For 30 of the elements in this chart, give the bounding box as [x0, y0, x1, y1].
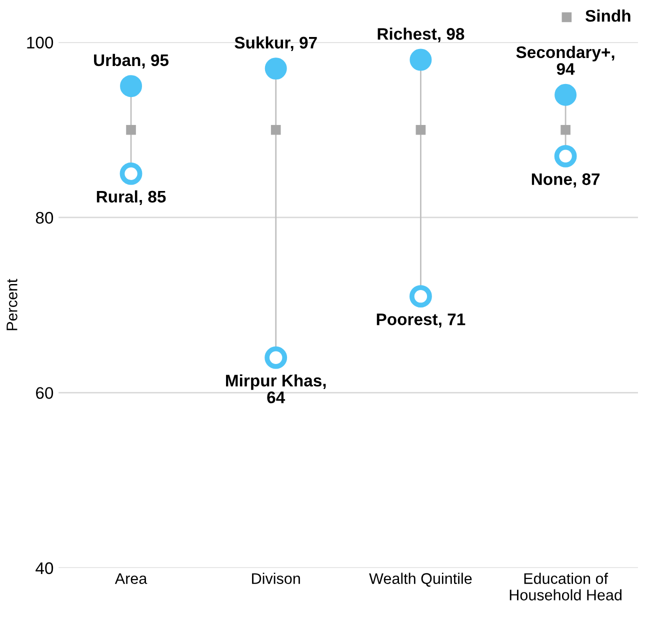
data-label: Poorest, 71 — [376, 314, 466, 328]
x-tick-label: Divison — [252, 572, 300, 584]
y-tick-label: 100 — [27, 36, 54, 48]
point — [560, 124, 570, 135]
y-tick-label: 40 — [36, 562, 54, 574]
point — [554, 144, 577, 168]
point — [120, 162, 142, 185]
y-axis-title: Percent — [6, 278, 18, 330]
y-tick-label: 80 — [36, 212, 54, 224]
point — [270, 124, 281, 135]
data-label: Mirpur Khas, 64 — [226, 374, 326, 404]
point — [126, 124, 136, 135]
point — [264, 346, 288, 369]
data-label: Rural, 85 — [96, 190, 166, 206]
x-tick-label: Area — [114, 573, 148, 584]
data-label: Secondary+, 94 — [516, 46, 614, 75]
point — [409, 285, 432, 308]
point — [410, 48, 432, 71]
point — [416, 124, 426, 135]
x-tick-label: Education of Household Head — [510, 572, 622, 600]
data-label: Sukkur, 97 — [234, 36, 317, 52]
legend-label: Sindh — [586, 10, 630, 22]
data-label: Richest, 98 — [378, 28, 464, 42]
y-tick-label: 60 — [36, 387, 54, 399]
point — [120, 75, 142, 98]
x-tick-label: Wealth Quintile — [369, 572, 472, 587]
data-label: Urban, 95 — [94, 54, 169, 69]
point — [554, 84, 577, 106]
point — [264, 58, 287, 80]
data-label: None, 87 — [532, 173, 600, 188]
